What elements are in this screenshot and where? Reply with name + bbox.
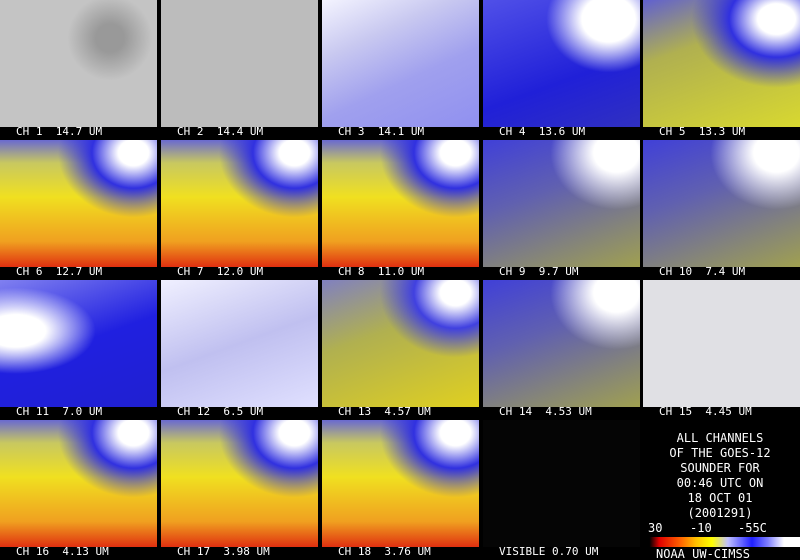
channel-label: CH 14 4.53 UM (499, 405, 592, 418)
channel-label: CH 18 3.76 UM (338, 545, 431, 558)
credit: NOAA UW-CIMSS (656, 547, 750, 560)
info-line: 18 OCT 01 (687, 491, 753, 505)
channel-label: CH 16 4.13 UM (16, 545, 109, 558)
satellite-image (322, 420, 479, 547)
scale-label: -10 (690, 521, 712, 535)
satellite-image (0, 0, 157, 127)
satellite-image (0, 420, 157, 547)
channel-label: VISIBLE 0.70 UM (499, 545, 599, 558)
satellite-image (322, 140, 479, 267)
satellite-image (0, 140, 157, 267)
satellite-image (643, 140, 800, 267)
satellite-image (483, 140, 640, 267)
channel-label: CH 7 12.0 UM (177, 265, 264, 278)
satellite-image (643, 280, 800, 407)
channel-label: CH 1 14.7 UM (16, 125, 103, 138)
info-line: 00:46 UTC ON (676, 476, 764, 490)
scale-label: -55C (738, 521, 767, 535)
channel-label: CH 9 9.7 UM (499, 265, 579, 278)
info-line: OF THE GOES-12 (669, 446, 771, 460)
channel-label: CH 4 13.6 UM (499, 125, 586, 138)
satellite-image (161, 0, 318, 127)
satellite-image (322, 0, 479, 127)
channel-label: CH 11 7.0 UM (16, 405, 103, 418)
info-line: (2001291) (687, 506, 753, 520)
channel-label: CH 15 4.45 UM (659, 405, 752, 418)
channel-label: CH 3 14.1 UM (338, 125, 425, 138)
satellite-image (483, 420, 640, 547)
satellite-image (322, 280, 479, 407)
info-line: ALL CHANNELS (676, 431, 764, 445)
channel-label: CH 6 12.7 UM (16, 265, 103, 278)
satellite-image (161, 140, 318, 267)
channel-label: CH 2 14.4 UM (177, 125, 264, 138)
satellite-image (483, 280, 640, 407)
info-line: SOUNDER FOR (680, 461, 760, 475)
satellite-image (643, 0, 800, 127)
satellite-image (161, 280, 318, 407)
satellite-image (0, 280, 157, 407)
channel-label: CH 13 4.57 UM (338, 405, 431, 418)
channel-label: CH 10 7.4 UM (659, 265, 746, 278)
scale-label: 30 (648, 521, 663, 535)
color-scale (640, 537, 800, 547)
channel-label: CH 17 3.98 UM (177, 545, 270, 558)
channel-label: CH 12 6.5 UM (177, 405, 264, 418)
satellite-image (161, 420, 318, 547)
satellite-image (483, 0, 640, 127)
channel-label: CH 5 13.3 UM (659, 125, 746, 138)
channel-label: CH 8 11.0 UM (338, 265, 425, 278)
